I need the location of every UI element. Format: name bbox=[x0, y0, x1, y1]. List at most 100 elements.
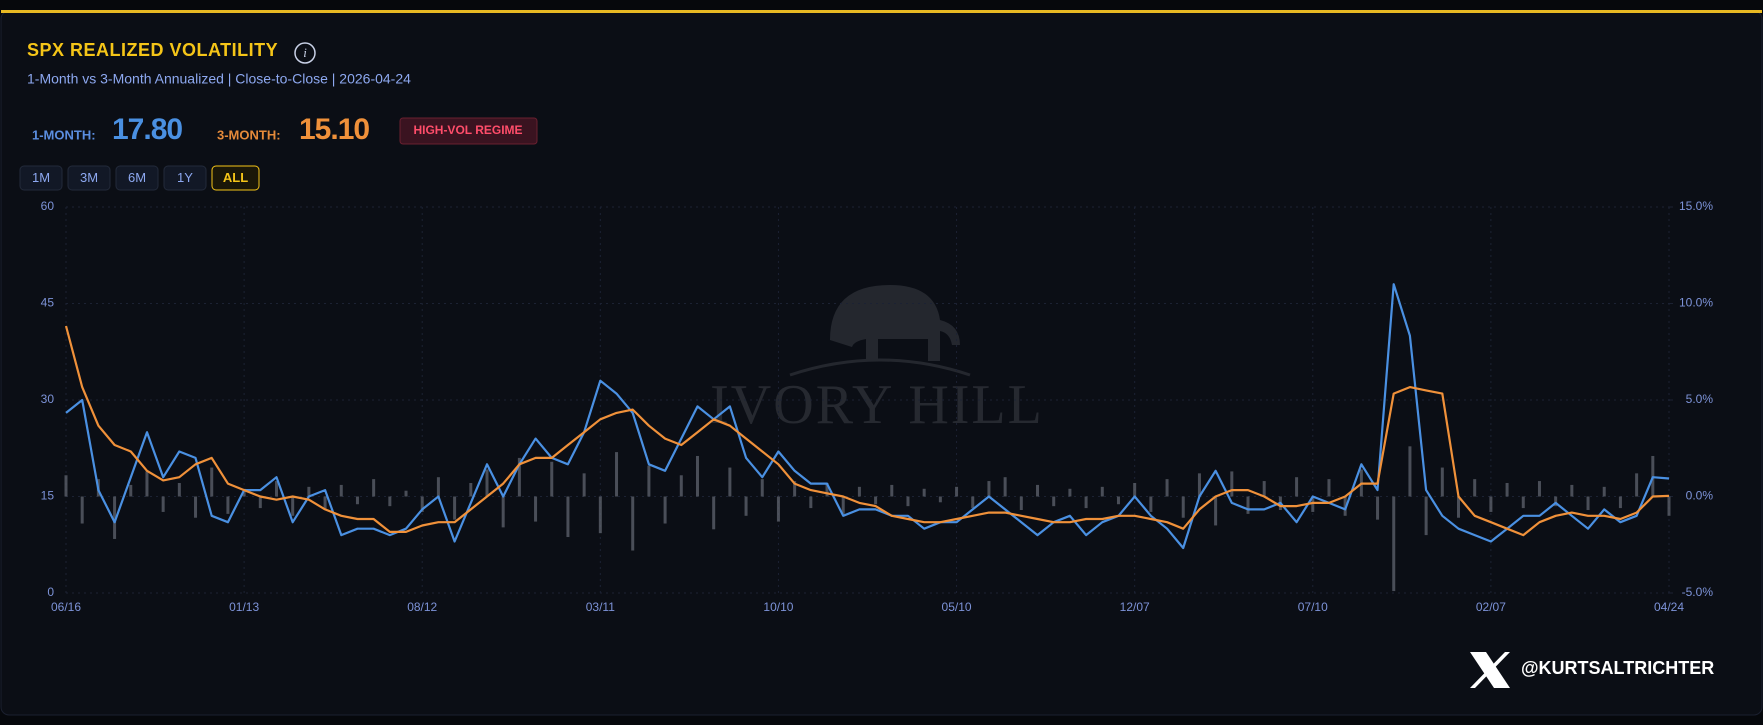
return-bar bbox=[1618, 496, 1622, 509]
return-bar bbox=[890, 484, 894, 497]
x-tick-label: 08/12 bbox=[407, 600, 437, 614]
watermark-text: IVORY HILL bbox=[710, 374, 1044, 436]
return-bar bbox=[113, 496, 117, 539]
return-bar bbox=[679, 475, 683, 497]
chart: 0 15 30 45 60 -5.0% 0.0% 5.0% 10.0% 15.0% 06/16 01/… bbox=[41, 199, 1714, 614]
return-bar bbox=[517, 457, 521, 497]
return-bar bbox=[1570, 484, 1574, 497]
return-bar bbox=[647, 465, 651, 497]
return-bar bbox=[1392, 496, 1396, 592]
return-bar bbox=[1489, 496, 1493, 512]
return-bar bbox=[453, 496, 457, 520]
y2-tick-label: -5.0% bbox=[1682, 585, 1714, 599]
return-bar bbox=[1586, 496, 1590, 511]
return-bar bbox=[1327, 479, 1331, 497]
return-bar bbox=[534, 496, 538, 522]
y-tick-label: 0 bbox=[47, 585, 54, 599]
x-tick-label: 02/07 bbox=[1476, 600, 1506, 614]
y2-tick-label: 10.0% bbox=[1679, 296, 1713, 310]
return-bar bbox=[922, 488, 926, 497]
return-bar bbox=[1165, 479, 1169, 497]
return-bar bbox=[404, 490, 408, 497]
return-bar bbox=[291, 496, 295, 516]
return-bar bbox=[874, 496, 878, 505]
return-bar bbox=[258, 496, 262, 509]
return-bar bbox=[776, 496, 780, 522]
return-bar bbox=[1133, 482, 1137, 497]
info-icon[interactable]: i bbox=[294, 42, 316, 64]
return-bar bbox=[1116, 496, 1120, 505]
return-bar bbox=[436, 477, 440, 497]
one-month-value: 17.80 bbox=[112, 113, 182, 146]
x-tick-label: 03/11 bbox=[586, 600, 615, 614]
y2-tick-label: 15.0% bbox=[1679, 199, 1713, 213]
range-button-box bbox=[163, 165, 207, 191]
return-bar bbox=[695, 455, 699, 497]
range-button-label: 6M bbox=[128, 170, 146, 185]
return-bar bbox=[1440, 467, 1444, 497]
return-bar bbox=[566, 496, 570, 538]
return-bar bbox=[825, 482, 829, 497]
y2-tick-label: 0.0% bbox=[1686, 489, 1714, 503]
return-bar bbox=[550, 461, 554, 497]
return-bar bbox=[1521, 496, 1525, 509]
return-bar bbox=[841, 496, 845, 514]
return-bar bbox=[938, 496, 942, 503]
return-bar bbox=[1149, 496, 1153, 512]
series-line bbox=[64, 325, 1670, 537]
return-bar bbox=[1343, 496, 1347, 516]
x-tick-label: 04/24 bbox=[1654, 600, 1684, 614]
return-bar bbox=[1230, 471, 1234, 497]
return-bar bbox=[1635, 473, 1639, 497]
return-bar bbox=[744, 496, 748, 516]
svg-text:i: i bbox=[303, 45, 307, 60]
return-bar bbox=[307, 486, 311, 497]
return-bar bbox=[728, 467, 732, 497]
y-tick-label: 60 bbox=[41, 199, 55, 213]
return-bar bbox=[857, 486, 861, 497]
return-bar bbox=[712, 496, 716, 530]
return-bar bbox=[1068, 488, 1072, 497]
return-bar bbox=[1457, 496, 1461, 518]
return-bar bbox=[809, 496, 813, 509]
return-bar bbox=[339, 484, 343, 497]
return-bar bbox=[420, 496, 424, 512]
return-bar bbox=[64, 475, 68, 497]
return-bar bbox=[1036, 484, 1040, 497]
range-button[interactable]: 6M bbox=[115, 165, 159, 191]
return-bar bbox=[1262, 481, 1266, 497]
return-bar bbox=[615, 452, 619, 497]
x-tick-label: 05/10 bbox=[942, 600, 972, 614]
return-bar bbox=[1019, 496, 1023, 511]
return-bar bbox=[1214, 496, 1218, 526]
range-button-label: 1Y bbox=[177, 170, 193, 185]
return-bar bbox=[226, 496, 230, 514]
return-bar bbox=[501, 496, 505, 528]
range-button[interactable]: 1M bbox=[19, 165, 63, 191]
return-bar bbox=[1602, 486, 1606, 497]
return-bar bbox=[242, 488, 246, 497]
x-tick-label: 10/10 bbox=[763, 600, 793, 614]
return-bar bbox=[1376, 496, 1380, 520]
range-button-box bbox=[211, 165, 260, 191]
handle: @KURTSALTRICHTER bbox=[1521, 658, 1714, 678]
return-bar bbox=[1473, 479, 1477, 497]
one-month-label: 1-MONTH: bbox=[32, 127, 96, 142]
return-bar bbox=[469, 482, 473, 497]
range-button-label: 3M bbox=[80, 170, 98, 185]
return-bar bbox=[388, 496, 392, 507]
range-button[interactable]: 1Y bbox=[163, 165, 207, 191]
top-accent bbox=[1, 10, 1762, 13]
range-button-box bbox=[67, 165, 111, 191]
return-bar bbox=[1100, 486, 1104, 497]
return-bar bbox=[906, 496, 910, 507]
range-button[interactable]: ALL bbox=[211, 165, 260, 191]
return-bar bbox=[1197, 473, 1201, 497]
y-tick-label: 30 bbox=[41, 392, 55, 406]
return-bar bbox=[663, 496, 667, 524]
return-bar bbox=[1311, 496, 1315, 512]
return-bar bbox=[1003, 477, 1007, 497]
range-button[interactable]: 3M bbox=[67, 165, 111, 191]
return-bar bbox=[1084, 496, 1088, 509]
